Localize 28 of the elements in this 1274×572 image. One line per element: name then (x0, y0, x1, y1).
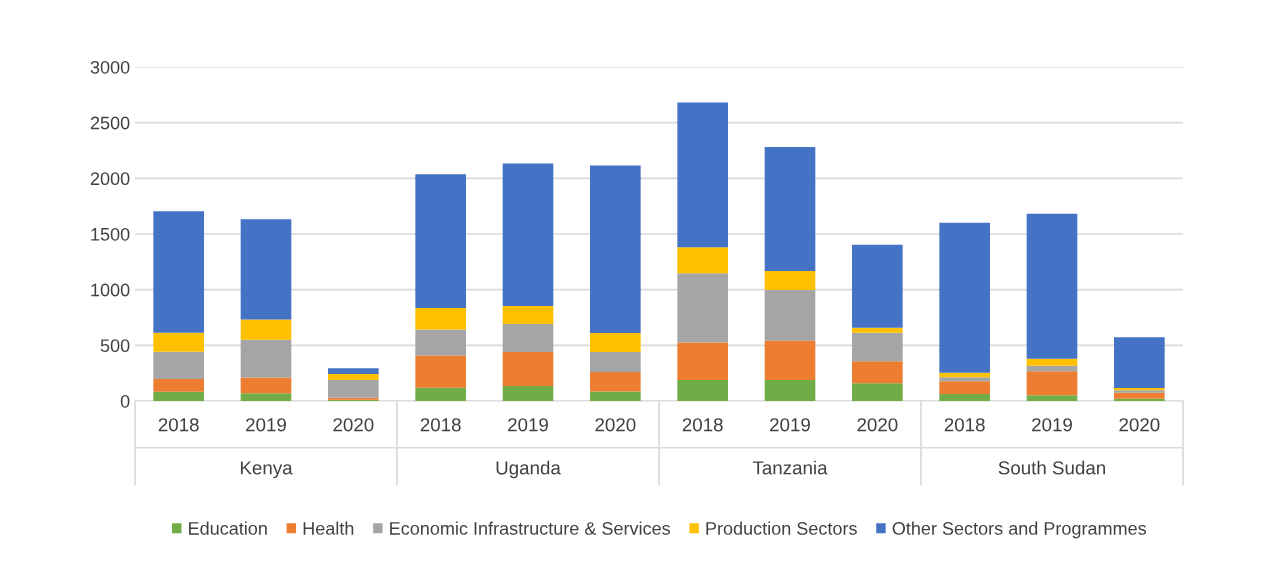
x-tick-label: 2018 (420, 418, 461, 432)
y-tick-label: 1000 (91, 283, 130, 297)
y-tick-label: 3000 (90, 60, 130, 74)
y-tick-label: 2000 (90, 172, 130, 186)
legend-label: Economic Infrastructure & Services (390, 521, 671, 535)
x-tick-label: 2019 (1032, 418, 1072, 432)
y-tick-label: 2500 (90, 116, 130, 130)
x-tick-label: 2020 (595, 418, 636, 432)
legend-label: Other Sectors and Programmes (892, 521, 1147, 539)
x-tick-label: 2020 (857, 418, 898, 432)
x-tick-label: 2018 (158, 418, 199, 432)
y-tick-label: 0 (120, 394, 130, 408)
y-tick-label: 1500 (91, 227, 130, 241)
legend-label: Health (303, 521, 354, 535)
text: South Sudan (998, 460, 1105, 475)
x-tick-label: 2019 (246, 418, 286, 432)
legend-label: Production Sectors (706, 521, 857, 535)
x-tick-label: 2019 (770, 418, 810, 432)
legend-label: Education (189, 521, 267, 535)
x-tick-label: 2020 (333, 418, 374, 432)
text: Tanzania (752, 460, 828, 475)
x-tick-label: 2020 (1119, 418, 1160, 432)
x-tick-label: 2019 (508, 418, 548, 432)
y-tick-label: 500 (100, 339, 130, 353)
x-tick-label: 2018 (682, 418, 723, 432)
x-tick-label: 2018 (944, 418, 985, 432)
text: Kenya (240, 461, 293, 479)
text: Uganda (496, 460, 561, 479)
